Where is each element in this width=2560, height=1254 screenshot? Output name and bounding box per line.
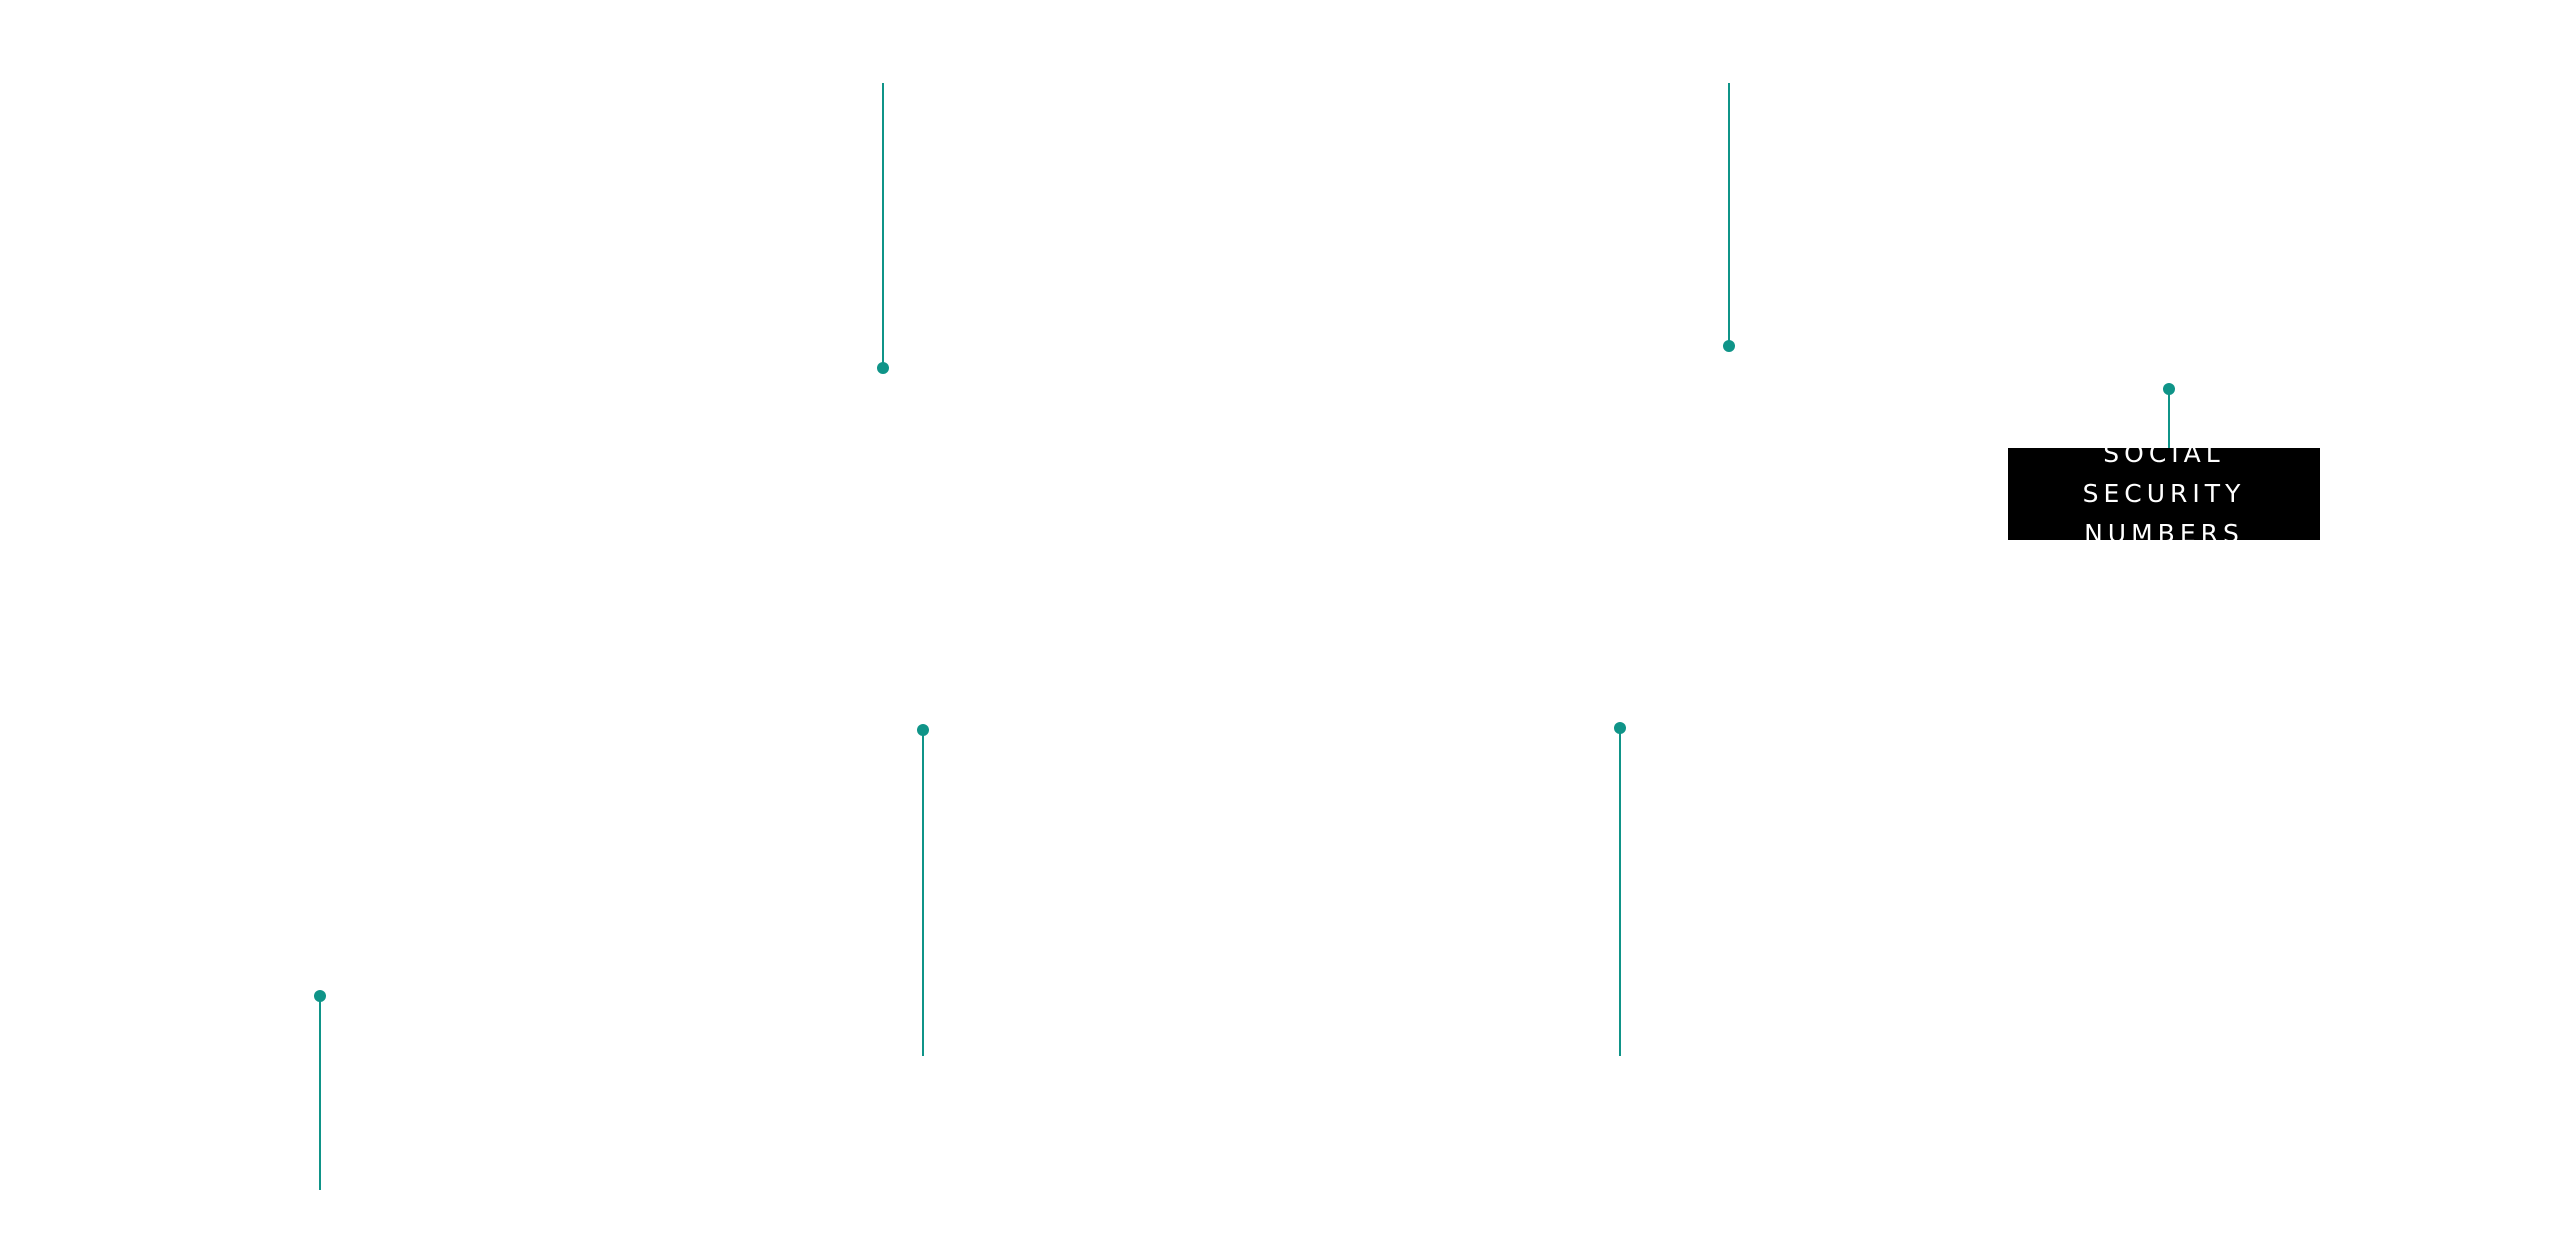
- pin-stem: [2168, 389, 2170, 448]
- callout-label-social-security-numbers[interactable]: SOCIAL SECURITY NUMBERS: [2008, 439, 2320, 548]
- pin-dot[interactable]: [314, 990, 326, 1002]
- pin-dot[interactable]: [1614, 722, 1626, 734]
- pin-dot[interactable]: [917, 724, 929, 736]
- pin-stem: [319, 996, 321, 1190]
- pin-stem: [922, 730, 924, 1056]
- pin-dot[interactable]: [877, 362, 889, 374]
- pin-stem: [882, 83, 884, 368]
- pin-stem: [1619, 728, 1621, 1056]
- pin-dot[interactable]: [1723, 340, 1735, 352]
- pin-dot[interactable]: [2163, 383, 2175, 395]
- pin-stem: [1728, 83, 1730, 346]
